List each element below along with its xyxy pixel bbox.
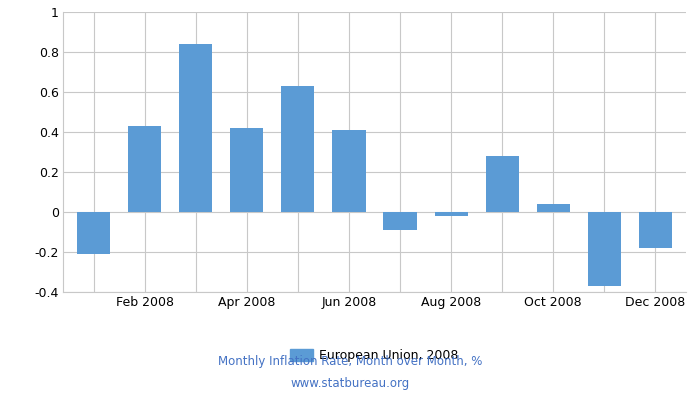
Bar — [588, 212, 621, 286]
Bar — [77, 212, 110, 254]
Bar — [537, 204, 570, 212]
Bar — [230, 128, 263, 212]
Legend: European Union, 2008: European Union, 2008 — [290, 349, 458, 362]
Text: www.statbureau.org: www.statbureau.org — [290, 378, 410, 390]
Bar — [332, 130, 365, 212]
Bar — [639, 212, 672, 248]
Bar — [486, 156, 519, 212]
Text: Monthly Inflation Rate, Month over Month, %: Monthly Inflation Rate, Month over Month… — [218, 356, 482, 368]
Bar — [179, 44, 212, 212]
Bar — [281, 86, 314, 212]
Bar — [384, 212, 416, 230]
Bar — [435, 212, 468, 216]
Bar — [128, 126, 161, 212]
